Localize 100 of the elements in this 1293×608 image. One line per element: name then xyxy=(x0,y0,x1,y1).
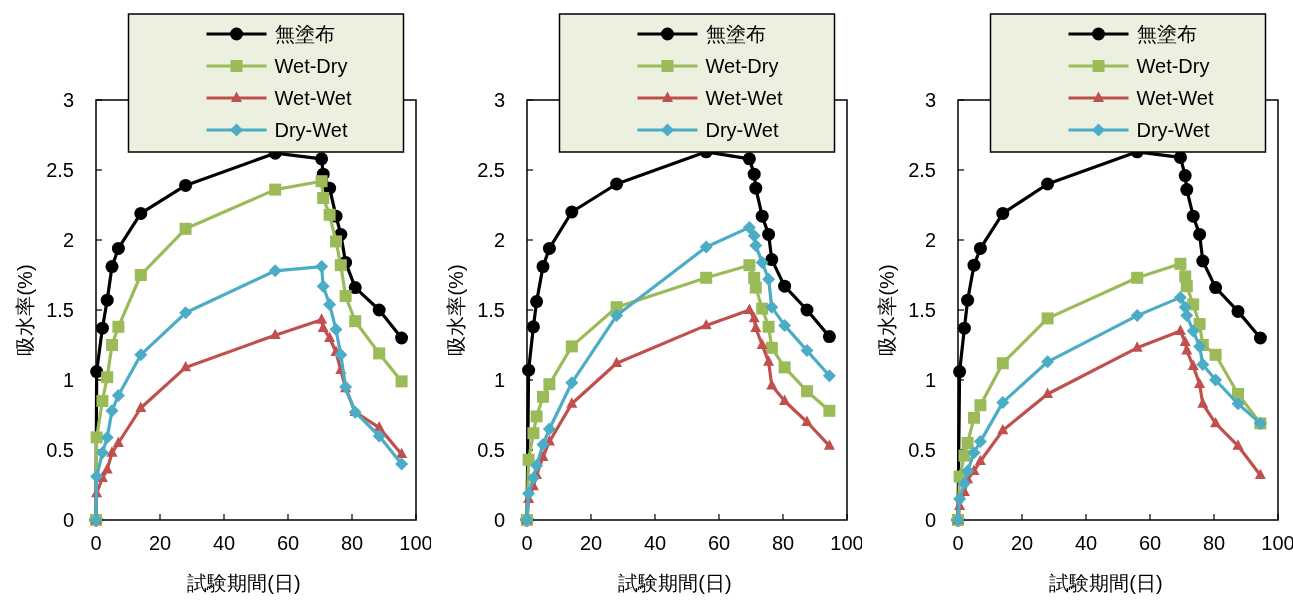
y-tick-label: 2.5 xyxy=(908,159,936,181)
point xyxy=(565,376,579,390)
point xyxy=(743,259,756,272)
point xyxy=(106,446,118,457)
point xyxy=(522,486,536,500)
point xyxy=(800,344,814,358)
point xyxy=(315,152,329,166)
point xyxy=(1193,227,1207,241)
legend-label: Wet-Wet xyxy=(1136,87,1214,109)
point xyxy=(957,477,971,491)
point xyxy=(95,321,109,335)
point xyxy=(134,206,148,220)
point xyxy=(112,320,125,333)
legend-label: Dry-Wet xyxy=(705,119,779,141)
y-tick-label: 0 xyxy=(62,509,74,531)
point xyxy=(111,388,125,402)
legend-label: 無塗布 xyxy=(274,23,335,45)
legend-label: 無塗布 xyxy=(1136,23,1197,45)
point xyxy=(973,241,987,255)
point xyxy=(348,281,362,295)
point xyxy=(1174,257,1187,270)
point xyxy=(329,323,343,337)
y-tick-label: 0 xyxy=(924,509,936,531)
y-tick-label: 1.5 xyxy=(908,299,936,321)
x-tick-label: 100 xyxy=(830,532,864,554)
y-tick-label: 3 xyxy=(62,89,74,111)
point xyxy=(996,357,1009,370)
point xyxy=(766,379,778,390)
x-axis-title: 試験期間(日) xyxy=(618,572,732,594)
point xyxy=(961,464,975,478)
legend-label: Wet-Dry xyxy=(1136,55,1210,77)
y-tick-label: 2 xyxy=(493,229,505,251)
point xyxy=(749,281,762,294)
y-tick-label: 0.5 xyxy=(908,439,936,461)
point xyxy=(953,492,967,506)
point xyxy=(1180,280,1193,293)
point xyxy=(334,259,347,272)
x-tick-label: 60 xyxy=(276,532,300,554)
y-tick-label: 0 xyxy=(493,509,505,531)
point xyxy=(522,363,536,377)
point xyxy=(90,431,103,444)
x-tick-label: 80 xyxy=(340,532,364,554)
point xyxy=(1180,183,1194,197)
x-tick-label: 20 xyxy=(1010,532,1034,554)
point xyxy=(1187,359,1199,370)
y-tick-label: 0.5 xyxy=(477,439,505,461)
point xyxy=(349,315,362,328)
point xyxy=(974,454,986,466)
point xyxy=(699,240,713,254)
point xyxy=(1180,309,1194,323)
y-tick-label: 2.5 xyxy=(46,159,74,181)
point xyxy=(315,175,328,188)
point xyxy=(765,300,779,314)
point xyxy=(765,253,779,267)
point xyxy=(269,183,282,196)
point xyxy=(765,341,778,354)
y-tick-label: 1.5 xyxy=(477,299,505,321)
point xyxy=(1253,331,1267,345)
point xyxy=(822,330,836,344)
point xyxy=(90,365,104,379)
y-tick-label: 1 xyxy=(924,369,936,391)
point xyxy=(750,321,762,333)
point xyxy=(762,272,776,286)
point xyxy=(749,181,763,195)
point xyxy=(1231,304,1245,318)
point xyxy=(1131,271,1144,284)
legend-label: Dry-Wet xyxy=(1136,119,1210,141)
point xyxy=(611,356,623,368)
point xyxy=(179,222,192,235)
point xyxy=(968,411,980,424)
point xyxy=(179,306,193,320)
legend-label: Wet-Dry xyxy=(705,55,779,77)
point xyxy=(1209,281,1223,295)
point xyxy=(801,415,813,426)
point xyxy=(756,302,769,315)
point xyxy=(779,394,791,405)
y-tick-label: 1 xyxy=(62,369,74,391)
point xyxy=(372,429,386,443)
point xyxy=(105,404,119,418)
point xyxy=(269,328,281,340)
point xyxy=(1179,335,1191,347)
point xyxy=(101,371,114,384)
point xyxy=(565,205,579,219)
x-tick-label: 40 xyxy=(1074,532,1098,554)
point xyxy=(742,220,756,234)
point xyxy=(323,208,336,221)
point xyxy=(543,378,556,391)
point xyxy=(536,437,550,451)
point xyxy=(527,427,540,440)
point xyxy=(1210,416,1222,428)
legend-label: 無塗布 xyxy=(705,23,766,45)
point xyxy=(526,320,540,334)
x-tick-label: 80 xyxy=(1202,532,1226,554)
point xyxy=(1209,348,1222,361)
point xyxy=(317,192,330,204)
y-tick-label: 3 xyxy=(493,89,505,111)
point xyxy=(755,209,769,223)
point xyxy=(330,235,342,248)
point xyxy=(953,365,967,379)
point xyxy=(180,360,192,372)
